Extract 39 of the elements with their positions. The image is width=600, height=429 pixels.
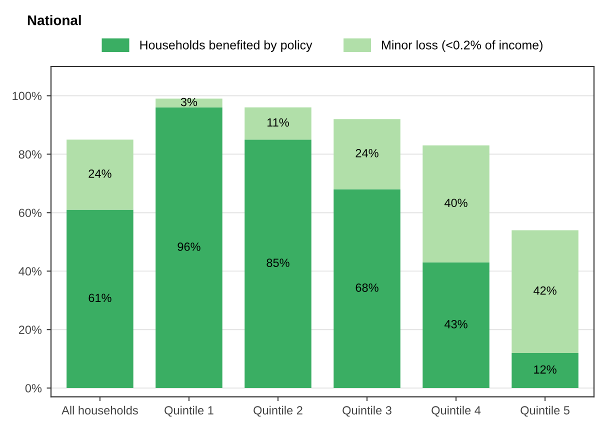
data-label: 12% — [534, 365, 556, 374]
y-tick-label: 20% — [18, 326, 42, 334]
bar — [156, 98, 222, 108]
x-tick-label: Quintile 4 — [432, 406, 481, 417]
bar — [244, 107, 312, 140]
bar — [66, 140, 134, 210]
x-tick-label: Quintile 2 — [254, 406, 302, 417]
data-label: 3% — [180, 98, 198, 106]
data-label: 68% — [356, 283, 378, 292]
chart-title: National — [28, 15, 81, 26]
y-tick-label: 40% — [18, 267, 42, 276]
data-label: 42% — [534, 286, 556, 295]
bar — [422, 262, 490, 388]
y-tick-label: 0% — [25, 384, 42, 392]
data-label: 40% — [444, 198, 468, 208]
bar — [512, 230, 578, 353]
x-tick-label: Quintile 3 — [342, 406, 392, 417]
data-label: 96% — [178, 242, 200, 251]
bar — [334, 119, 400, 190]
data-label: 24% — [356, 149, 378, 158]
y-tick-label: 80% — [18, 150, 42, 159]
y-tick-label: 100% — [12, 92, 42, 100]
data-label: 43% — [444, 320, 468, 328]
legend-label: Minor loss (<0.2% of income) — [382, 40, 542, 52]
bar — [66, 210, 134, 388]
y-tick-label: 60% — [18, 208, 42, 218]
bar — [422, 145, 490, 262]
bar — [512, 352, 578, 388]
bar — [334, 189, 400, 388]
bar — [244, 140, 312, 388]
data-label: 24% — [88, 169, 112, 178]
x-tick-label: Quintile 5 — [520, 406, 570, 417]
x-tick-label: All households — [62, 406, 138, 415]
x-tick-label: Quintile 1 — [164, 406, 214, 417]
data-label: 85% — [266, 258, 290, 267]
legend-label: Households benefited by policy — [140, 40, 312, 52]
bar — [156, 107, 222, 388]
data-label: 61% — [88, 294, 112, 302]
data-label: 11% — [268, 118, 289, 127]
